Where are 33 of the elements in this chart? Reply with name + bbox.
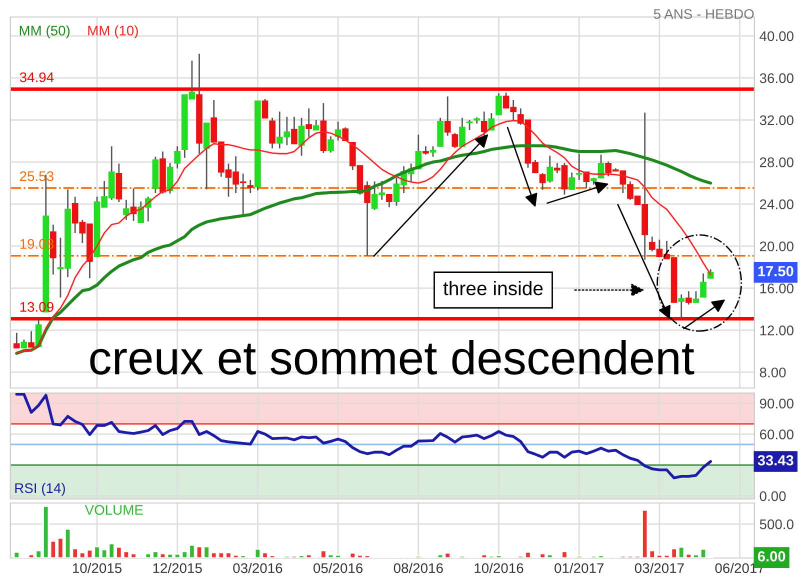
y-tick-label: 24.00 — [760, 199, 794, 210]
x-tick-label: 10/2016 — [474, 562, 524, 574]
x-tick-label: 12/2015 — [153, 562, 202, 574]
text: 6.00 — [758, 551, 786, 562]
ref-line-label: 34.94 — [20, 72, 54, 82]
y-tick-label: 12.00 — [760, 326, 794, 336]
y-tick-label: 0.00 — [760, 491, 786, 502]
y-tick-label: 40.00 — [760, 31, 794, 42]
y-tick-label: 28.00 — [760, 157, 794, 168]
x-tick-label: 03/2016 — [233, 562, 282, 574]
x-tick-label: 10/2015 — [72, 562, 122, 574]
text: MM (50) — [20, 25, 70, 38]
y-tick-label: 20.00 — [760, 241, 794, 252]
y-tick-label: 32.00 — [760, 115, 794, 126]
annotation: three inside — [443, 280, 543, 296]
y-tick-label: 36.00 — [760, 73, 794, 84]
chart-title: VOLUME — [84, 505, 143, 515]
y-tick-label: 500.0 — [760, 519, 794, 530]
ref-line-label: 25.53 — [20, 171, 54, 182]
text: RSI (14) — [15, 482, 65, 496]
text: 33.43 — [758, 455, 794, 466]
x-tick-label: 08/2016 — [394, 562, 443, 574]
text: MM (10) — [88, 25, 138, 38]
x-tick-label: 03/2017 — [634, 562, 684, 574]
y-tick-label: 16.00 — [760, 283, 794, 294]
x-tick-label: 05/2016 — [313, 562, 363, 574]
y-tick-label: 60.00 — [760, 430, 794, 440]
text: 17.50 — [758, 266, 794, 276]
chart-subtitle: 5 ANS - HEBDO — [654, 9, 754, 19]
y-tick-label: 90.00 — [760, 398, 794, 408]
y-tick-label: 8.00 — [760, 368, 786, 378]
x-tick-label: 01/2017 — [554, 562, 604, 574]
annotation: creux et sommet descendent — [90, 340, 694, 375]
